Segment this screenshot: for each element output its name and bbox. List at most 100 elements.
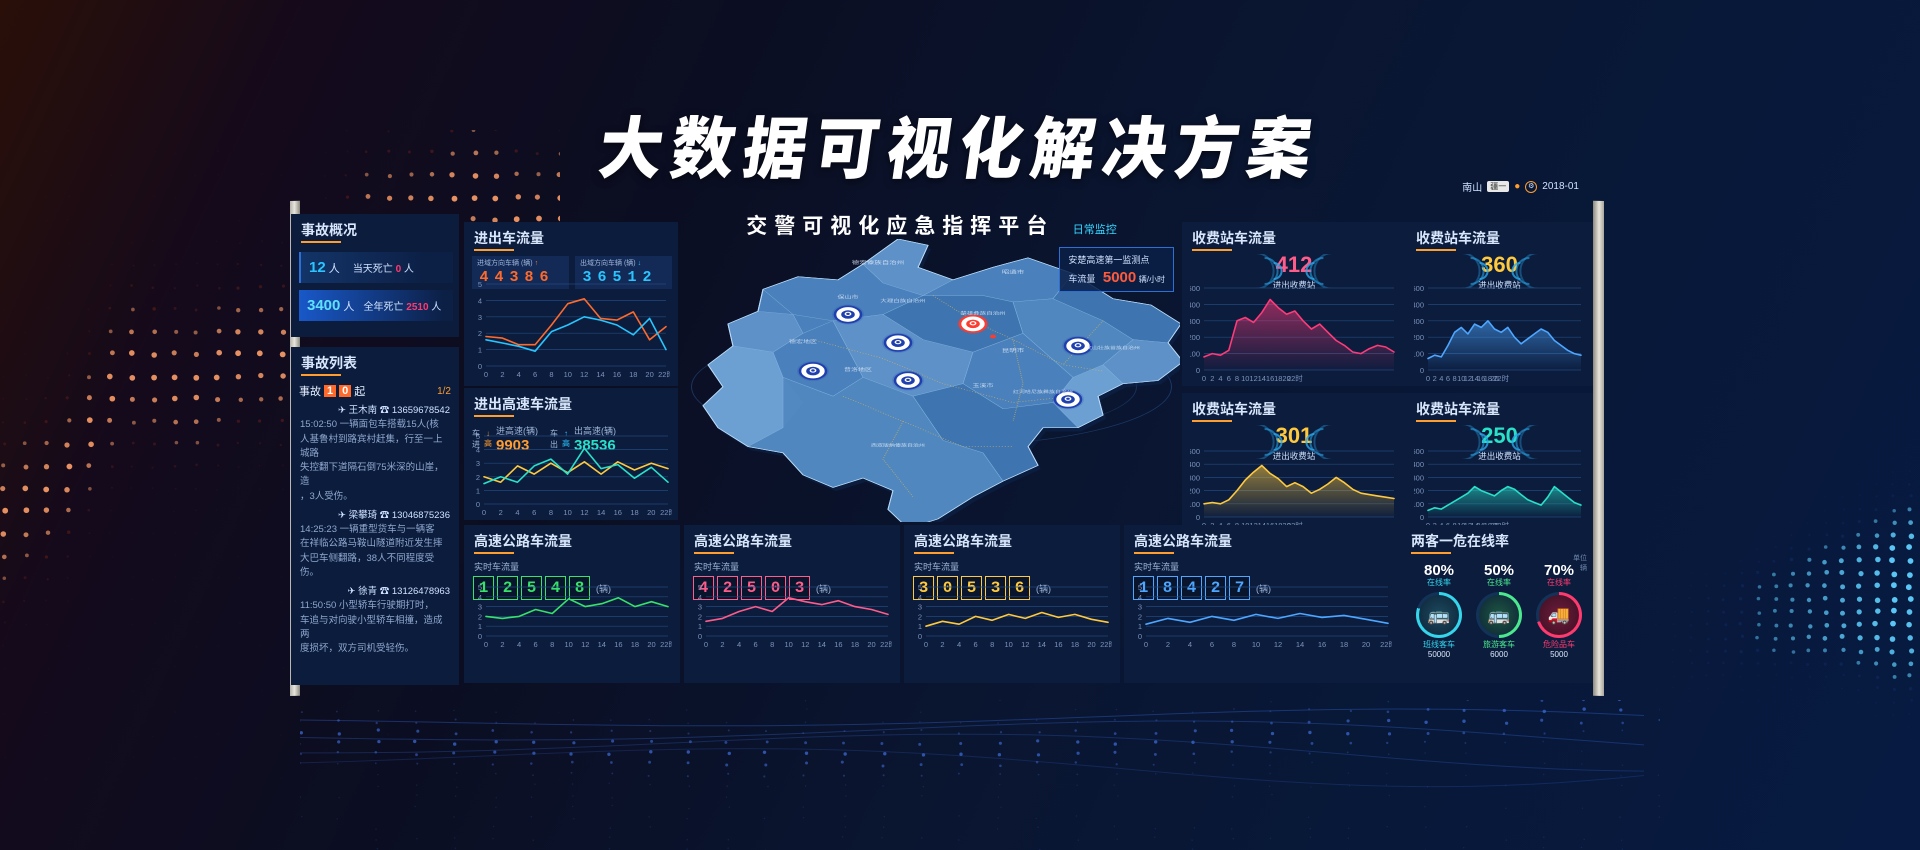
svg-text:2: 2 bbox=[476, 473, 480, 482]
svg-text:3: 3 bbox=[478, 603, 482, 612]
svg-text:22时: 22时 bbox=[660, 507, 672, 516]
svg-text:昆明市: 昆明市 bbox=[1002, 347, 1024, 354]
svg-text:10: 10 bbox=[1252, 640, 1260, 648]
svg-text:1: 1 bbox=[918, 622, 922, 631]
svg-text:0: 0 bbox=[1144, 640, 1148, 648]
svg-text:8: 8 bbox=[990, 640, 994, 648]
svg-text:22时: 22时 bbox=[1380, 639, 1392, 648]
svg-text:0: 0 bbox=[1196, 366, 1200, 375]
svg-text:6: 6 bbox=[534, 640, 538, 648]
svg-text:4: 4 bbox=[478, 296, 482, 305]
svg-text:大理白族自治州: 大理白族自治州 bbox=[880, 297, 925, 303]
svg-text:德宏傣族自治州: 德宏傣族自治州 bbox=[852, 259, 904, 266]
svg-text:2: 2 bbox=[1433, 374, 1437, 382]
svg-text:6: 6 bbox=[533, 370, 537, 378]
svg-text:14: 14 bbox=[1258, 374, 1266, 382]
svg-text:4: 4 bbox=[517, 370, 521, 378]
svg-text:2: 2 bbox=[478, 612, 482, 621]
svg-text:玉溪市: 玉溪市 bbox=[973, 382, 994, 389]
svg-text:12: 12 bbox=[581, 640, 589, 648]
svg-text:100: 100 bbox=[1190, 350, 1200, 359]
svg-text:1: 1 bbox=[478, 622, 482, 631]
svg-text:20: 20 bbox=[645, 370, 653, 378]
svg-text:0: 0 bbox=[478, 362, 482, 371]
svg-text:4: 4 bbox=[515, 508, 519, 516]
svg-text:18: 18 bbox=[1071, 640, 1079, 648]
svg-text:20: 20 bbox=[647, 508, 655, 516]
svg-text:300: 300 bbox=[1190, 473, 1200, 482]
svg-text:400: 400 bbox=[1190, 300, 1200, 309]
svg-text:2: 2 bbox=[940, 640, 944, 648]
svg-text:12: 12 bbox=[1021, 640, 1029, 648]
svg-text:18: 18 bbox=[1274, 374, 1282, 382]
svg-text:1: 1 bbox=[1138, 622, 1142, 631]
svg-text:100: 100 bbox=[1414, 350, 1424, 359]
svg-text:20: 20 bbox=[1362, 640, 1370, 648]
svg-text:2: 2 bbox=[478, 329, 482, 338]
svg-text:4: 4 bbox=[476, 446, 480, 455]
svg-text:10: 10 bbox=[1005, 640, 1013, 648]
svg-text:12: 12 bbox=[801, 640, 809, 648]
svg-text:2: 2 bbox=[1166, 640, 1170, 648]
svg-text:0: 0 bbox=[1426, 374, 1430, 382]
svg-text:楚雄彝族自治州: 楚雄彝族自治州 bbox=[960, 310, 1005, 316]
svg-text:0: 0 bbox=[918, 632, 922, 641]
svg-text:3: 3 bbox=[478, 313, 482, 322]
svg-text:4: 4 bbox=[478, 593, 482, 602]
svg-text:12: 12 bbox=[1274, 640, 1282, 648]
svg-text:16: 16 bbox=[613, 370, 621, 378]
svg-text:0: 0 bbox=[484, 640, 488, 648]
svg-text:22时: 22时 bbox=[1100, 639, 1112, 648]
svg-text:10: 10 bbox=[565, 640, 573, 648]
svg-text:18: 18 bbox=[630, 508, 638, 516]
svg-text:100: 100 bbox=[1414, 500, 1424, 509]
svg-text:200: 200 bbox=[1190, 333, 1200, 342]
svg-text:16: 16 bbox=[834, 640, 842, 648]
svg-text:3: 3 bbox=[918, 603, 922, 612]
svg-text:16: 16 bbox=[1318, 640, 1326, 648]
svg-text:2: 2 bbox=[500, 370, 504, 378]
svg-text:14: 14 bbox=[598, 640, 606, 648]
svg-text:德宏地区: 德宏地区 bbox=[789, 337, 817, 344]
svg-text:20: 20 bbox=[867, 640, 875, 648]
svg-text:14: 14 bbox=[597, 508, 605, 516]
svg-text:100: 100 bbox=[1190, 500, 1200, 509]
svg-text:6: 6 bbox=[974, 640, 978, 648]
svg-text:12: 12 bbox=[580, 370, 588, 378]
svg-text:4: 4 bbox=[517, 640, 521, 648]
svg-text:5: 5 bbox=[478, 280, 482, 289]
svg-text:8: 8 bbox=[550, 640, 554, 648]
svg-text:2: 2 bbox=[720, 640, 724, 648]
svg-text:1: 1 bbox=[476, 486, 480, 495]
svg-text:3: 3 bbox=[1138, 603, 1142, 612]
svg-text:0: 0 bbox=[1420, 366, 1424, 375]
svg-text:0: 0 bbox=[482, 508, 486, 516]
svg-text:200: 200 bbox=[1190, 487, 1200, 496]
svg-text:2: 2 bbox=[500, 640, 504, 648]
svg-text:5: 5 bbox=[918, 583, 922, 592]
svg-text:14: 14 bbox=[818, 640, 826, 648]
svg-text:500: 500 bbox=[1190, 447, 1200, 456]
svg-text:5: 5 bbox=[478, 583, 482, 592]
svg-text:6: 6 bbox=[532, 508, 536, 516]
svg-text:500: 500 bbox=[1414, 284, 1424, 293]
svg-text:2: 2 bbox=[499, 508, 503, 516]
svg-text:14: 14 bbox=[1038, 640, 1046, 648]
svg-text:300: 300 bbox=[1414, 473, 1424, 482]
svg-text:4: 4 bbox=[1138, 593, 1142, 602]
svg-text:400: 400 bbox=[1414, 300, 1424, 309]
svg-text:8: 8 bbox=[1453, 374, 1457, 382]
svg-text:0: 0 bbox=[1202, 374, 1206, 382]
svg-text:3: 3 bbox=[476, 459, 480, 468]
svg-text:22时: 22时 bbox=[660, 639, 672, 648]
svg-text:1: 1 bbox=[698, 622, 702, 631]
svg-text:2: 2 bbox=[918, 612, 922, 621]
svg-text:红河哈尼族彝族自治州: 红河哈尼族彝族自治州 bbox=[1013, 389, 1073, 394]
svg-text:16: 16 bbox=[614, 640, 622, 648]
svg-text:10: 10 bbox=[564, 370, 572, 378]
svg-text:0: 0 bbox=[698, 632, 702, 641]
svg-text:18: 18 bbox=[629, 370, 637, 378]
svg-text:5: 5 bbox=[1138, 583, 1142, 592]
svg-text:18: 18 bbox=[631, 640, 639, 648]
svg-text:4: 4 bbox=[737, 640, 741, 648]
